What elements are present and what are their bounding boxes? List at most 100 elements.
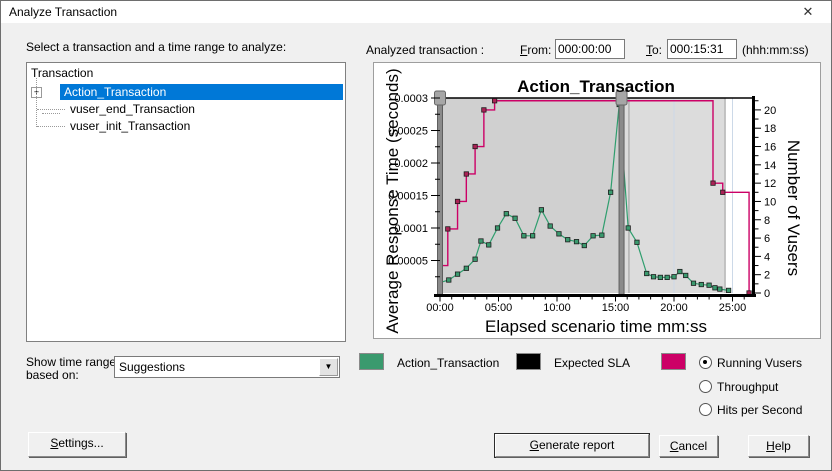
close-icon[interactable]: ✕: [802, 4, 814, 19]
y-tick-label: 0.00005: [388, 256, 428, 268]
y-tick-label: 0.0001: [394, 223, 428, 235]
x-tick-label: 15:00: [602, 302, 630, 314]
y2-tick-label: 18: [764, 123, 776, 135]
help-button[interactable]: Help: [748, 435, 809, 457]
marker-Action_Transaction: [581, 242, 587, 249]
tree-connector: [37, 109, 65, 110]
y2-tick-label: 4: [764, 251, 770, 263]
tree-column-header: Transaction: [31, 66, 94, 80]
chevron-down-icon[interactable]: ▼: [319, 358, 338, 376]
marker-Action_Transaction: [717, 286, 723, 292]
marker-Action_Transaction: [690, 280, 697, 286]
radio-throughput[interactable]: [699, 380, 712, 393]
range-handle-to[interactable]: [618, 94, 625, 297]
marker-Action_Transaction: [573, 239, 580, 245]
chart-panel[interactable]: 00:00 05:00 10:00 15:00 20:00 25:00 0.00005 0.0…: [373, 62, 821, 339]
time-format-label: (hhh:mm:ss): [742, 43, 809, 57]
tree-item-label: vuser_init_Transaction: [70, 119, 191, 133]
marker-Action_Transaction: [712, 285, 718, 291]
radio-running-vusers[interactable]: [699, 356, 712, 369]
analyzed-transaction-label: Analyzed transaction :: [366, 43, 485, 57]
marker-Action_Transaction: [608, 189, 614, 195]
tree-item-vuser-end[interactable]: vuser_end_Transaction: [70, 101, 195, 117]
marker-Action_Transaction: [683, 272, 689, 279]
marker-Running Vusers: [492, 98, 498, 104]
marker-Running Vusers: [472, 143, 478, 150]
marker-Action_Transaction: [725, 287, 732, 293]
radio-hits-per-second[interactable]: [699, 403, 712, 416]
radio-label-hits-per-second: Hits per Second: [717, 403, 803, 417]
marker-Action_Transaction: [565, 237, 571, 243]
marker-Action_Transaction: [478, 238, 484, 244]
marker-Action_Transaction: [556, 231, 562, 237]
tree-item-label: vuser_end_Transaction: [70, 102, 195, 116]
series-Running Vusers: [440, 100, 750, 293]
transaction-chart[interactable]: 00:00 05:00 10:00 15:00 20:00 25:00 0.00005 0.0…: [374, 63, 820, 338]
tree-connector: [36, 78, 37, 127]
legend-label-action-transaction: Action_Transaction: [397, 356, 500, 370]
titlebar: Analyze Transaction ✕: [1, 1, 831, 23]
instruction-label: Select a transaction and a time range to…: [26, 40, 287, 54]
marker-Action_Transaction: [698, 281, 704, 288]
y2-tick-label: 14: [764, 160, 776, 172]
tree-item-vuser-init[interactable]: vuser_init_Transaction: [70, 118, 190, 134]
y2-axis: [752, 96, 755, 297]
from-time-input[interactable]: [555, 39, 625, 59]
y-tick-label: 0.00015: [388, 191, 428, 203]
marker-Action_Transaction: [599, 232, 605, 238]
marker-Running Vusers: [720, 189, 726, 195]
to-time-input[interactable]: [667, 39, 737, 59]
tree-connector: [42, 113, 60, 114]
marker-Action_Transaction: [530, 233, 536, 239]
y2-tick-label: 16: [764, 142, 776, 154]
generate-report-button[interactable]: Generate report: [495, 434, 649, 457]
y-tick-label: 0.0002: [394, 158, 428, 170]
x-axis: [434, 294, 756, 297]
marker-Running Vusers: [481, 107, 487, 113]
marker-Action_Transaction: [521, 233, 527, 239]
marker-Action_Transaction: [644, 270, 650, 277]
marker-Action_Transaction: [463, 265, 469, 271]
to-label: To:: [646, 43, 663, 57]
y-tick-label: 0.00025: [388, 126, 428, 138]
show-ranges-label-line1: Show time ranges: [26, 355, 123, 369]
marker-Action_Transaction: [657, 274, 663, 280]
time-range-dropdown[interactable]: Suggestions ▼: [114, 356, 340, 378]
show-ranges-label-line2: based on:: [26, 368, 79, 382]
legend-swatch-overlay: [661, 353, 686, 370]
marker-Running Vusers: [445, 226, 451, 232]
y2-tick-label: 20: [764, 105, 776, 117]
y2-tick-label: 8: [764, 215, 770, 227]
marker-Action_Transaction: [512, 215, 518, 221]
marker-Action_Transaction: [494, 225, 501, 231]
marker-Action_Transaction: [486, 242, 492, 248]
radio-label-throughput: Throughput: [717, 380, 779, 394]
selected-range-shade: [440, 98, 622, 293]
marker-Action_Transaction: [472, 256, 478, 262]
dropdown-value: Suggestions: [119, 360, 186, 374]
marker-Action_Transaction: [664, 274, 670, 280]
marker-Action_Transaction: [634, 239, 640, 245]
range-handle-to-knob[interactable]: [615, 90, 628, 106]
marker-Running Vusers: [463, 171, 469, 177]
tree-item-action-transaction[interactable]: + Action_Transaction: [27, 84, 345, 114]
marker-Action_Transaction: [706, 282, 712, 288]
settings-button[interactable]: Settings...: [28, 432, 126, 457]
tree-item-label: Action_Transaction: [64, 85, 167, 99]
marker-Action_Transaction: [446, 277, 452, 283]
legend-swatch-action-transaction: [359, 353, 384, 370]
y2-axis-title: Number of Vusers: [784, 140, 803, 276]
marker-Action_Transaction: [538, 207, 544, 213]
cancel-button[interactable]: Cancel: [659, 435, 718, 457]
x-tick-label: 20:00: [660, 302, 688, 314]
transaction-tree: Transaction + Action_Transaction vuser_e…: [26, 62, 346, 342]
y2-tick-label: 6: [764, 233, 770, 245]
marker-Action_Transaction: [671, 274, 677, 280]
suggested-range-shade: [621, 98, 726, 293]
y2-tick-label: 10: [764, 196, 776, 208]
dialog-title: Analyze Transaction: [9, 5, 118, 19]
selection-highlight: [60, 84, 343, 100]
marker-Running Vusers: [454, 198, 461, 205]
y-tick-label: 0.0003: [394, 93, 428, 105]
